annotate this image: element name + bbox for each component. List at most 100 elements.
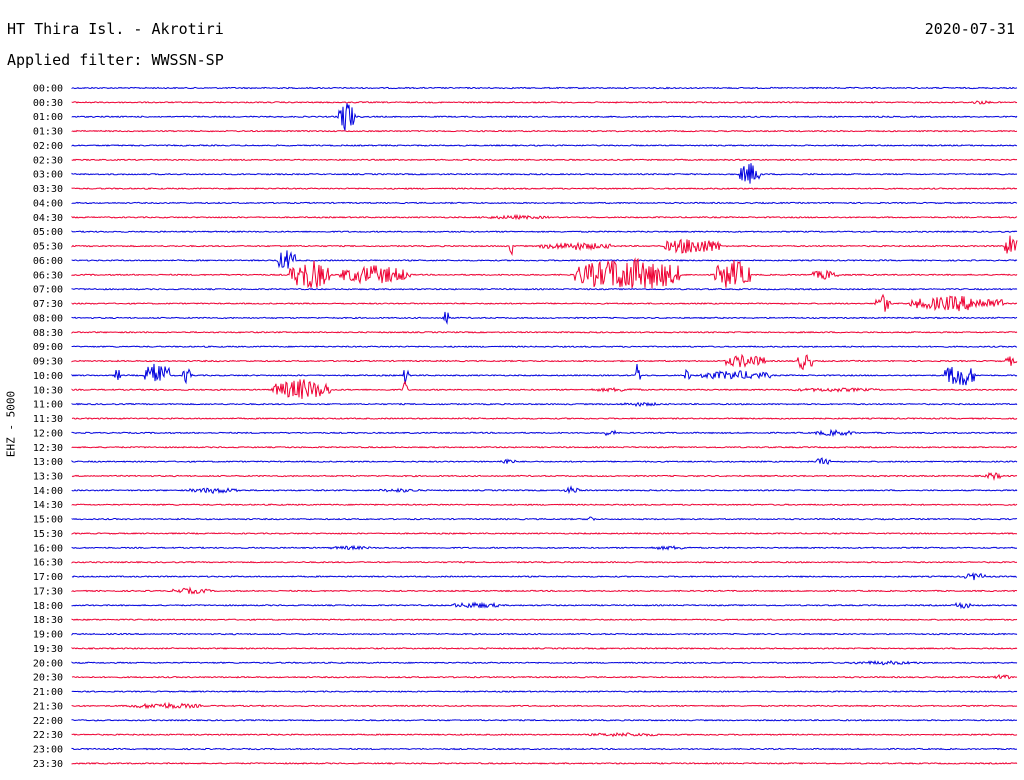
time-label: 11:30 <box>33 414 63 425</box>
trace-line <box>71 257 1018 289</box>
time-label: 14:00 <box>33 486 63 497</box>
time-label: 22:00 <box>33 716 63 727</box>
trace-line <box>71 586 1018 595</box>
time-label: 00:30 <box>33 98 63 109</box>
time-label: 05:30 <box>33 242 63 253</box>
time-label: 21:00 <box>33 687 63 698</box>
time-label: 02:30 <box>33 155 63 166</box>
trace-line <box>71 144 1018 147</box>
time-label: 22:30 <box>33 730 63 741</box>
filter-label: Applied filter: WWSSN-SP <box>7 51 224 69</box>
trace-line <box>71 287 1018 291</box>
trace-line <box>71 235 1018 256</box>
trace-line <box>71 379 1018 399</box>
time-label: 03:30 <box>33 184 63 195</box>
time-label: 19:30 <box>33 644 63 655</box>
trace-line <box>71 457 1018 466</box>
time-label: 21:30 <box>33 701 63 712</box>
time-label: 01:30 <box>33 127 63 138</box>
time-label: 08:00 <box>33 313 63 324</box>
time-label: 12:00 <box>33 428 63 439</box>
trace-line <box>71 516 1018 522</box>
time-label: 12:30 <box>33 443 63 454</box>
trace-line <box>71 201 1018 205</box>
time-label: 09:00 <box>33 342 63 353</box>
trace-line <box>71 445 1018 449</box>
trace-line <box>71 86 1018 90</box>
trace-line <box>71 618 1018 622</box>
trace-line <box>71 646 1018 650</box>
time-label: 10:30 <box>33 385 63 396</box>
time-label: 15:00 <box>33 515 63 526</box>
trace-line <box>71 732 1018 738</box>
time-label: 01:00 <box>33 112 63 123</box>
trace-line <box>71 230 1018 234</box>
trace-line <box>71 417 1018 420</box>
time-label: 07:00 <box>33 285 63 296</box>
station-title: HT Thira Isl. - Akrotiri <box>7 20 224 38</box>
trace-line <box>71 503 1018 507</box>
time-label: 06:30 <box>33 270 63 281</box>
trace-line <box>71 158 1018 162</box>
time-label: 19:00 <box>33 630 63 641</box>
trace-line <box>71 353 1018 371</box>
trace-line <box>71 103 1018 131</box>
time-label: 11:00 <box>33 400 63 411</box>
trace-line <box>71 544 1018 551</box>
trace-line <box>71 129 1018 133</box>
trace-line <box>71 293 1018 312</box>
trace-line <box>71 601 1018 610</box>
time-label: 16:30 <box>33 558 63 569</box>
time-label: 08:30 <box>33 328 63 339</box>
trace-line <box>71 250 1018 269</box>
trace-line <box>71 690 1018 693</box>
time-label: 23:00 <box>33 745 63 756</box>
trace-line <box>71 330 1018 334</box>
time-label: 17:00 <box>33 572 63 583</box>
trace-line <box>71 718 1017 722</box>
trace-line <box>71 532 1018 535</box>
record-date: 2020-07-31 <box>924 20 1015 38</box>
time-label: 17:30 <box>33 586 63 597</box>
time-label: 07:30 <box>33 299 63 310</box>
time-label: 23:30 <box>33 759 63 770</box>
time-label: 18:30 <box>33 615 63 626</box>
time-label: 20:30 <box>33 673 63 684</box>
time-label: 13:00 <box>33 457 63 468</box>
trace-line <box>71 99 1018 105</box>
time-label: 04:00 <box>33 198 63 209</box>
time-label: 20:00 <box>33 658 63 669</box>
time-label: 13:30 <box>33 471 63 482</box>
time-label: 09:30 <box>33 357 63 368</box>
trace-line <box>71 363 1018 386</box>
time-label: 00:00 <box>33 84 63 95</box>
time-label: 14:30 <box>33 500 63 511</box>
trace-line <box>71 485 1018 495</box>
time-label: 03:00 <box>33 170 63 181</box>
trace-line <box>71 187 1018 190</box>
trace-line <box>71 747 1018 751</box>
trace-line <box>71 701 1018 710</box>
trace-line <box>71 163 1018 184</box>
trace-line <box>71 762 1018 765</box>
trace-line <box>71 213 1018 221</box>
trace-line <box>71 472 1018 481</box>
trace-line <box>71 311 1018 325</box>
time-label: 10:00 <box>33 371 63 382</box>
trace-line <box>71 345 1018 348</box>
trace-line <box>71 560 1018 564</box>
trace-line <box>71 632 1018 636</box>
time-label: 02:00 <box>33 141 63 152</box>
trace-line <box>71 401 1018 407</box>
trace-line <box>71 428 1018 438</box>
time-label: 18:00 <box>33 601 63 612</box>
time-label: 15:30 <box>33 529 63 540</box>
time-label: 06:00 <box>33 256 63 267</box>
trace-line <box>71 572 1018 581</box>
time-label: 04:30 <box>33 213 63 224</box>
trace-line <box>71 673 1018 680</box>
time-label: 05:00 <box>33 227 63 238</box>
time-label: 16:00 <box>33 543 63 554</box>
trace-line <box>71 659 1018 666</box>
